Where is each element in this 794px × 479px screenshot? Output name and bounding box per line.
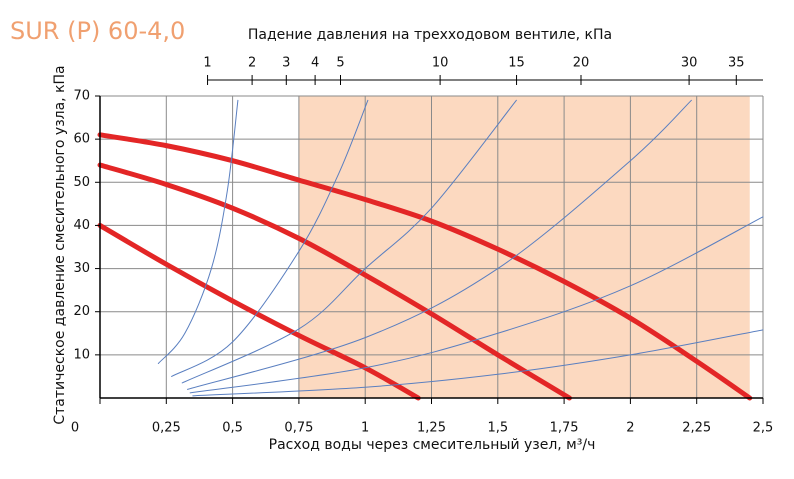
x2-tick-label: 20 <box>573 56 590 71</box>
x-tick-label: 1,25 <box>417 421 446 436</box>
series-line <box>187 99 692 390</box>
x-tick-label: 1,5 <box>487 421 508 436</box>
x-tick-label: 0,25 <box>152 421 181 436</box>
series-line <box>97 162 572 401</box>
y-tick-label: 60 <box>73 132 90 147</box>
x-tick-label: 0 <box>71 421 79 436</box>
y-tick-label: 70 <box>73 89 90 104</box>
y-tick-label: 30 <box>73 261 90 276</box>
x2-tick-label: 5 <box>336 56 344 71</box>
x-tick-label: 1 <box>361 421 369 436</box>
x-tick-label: 2,25 <box>682 421 711 436</box>
x2-tick-label: 30 <box>681 56 698 71</box>
y-tick-label: 40 <box>73 218 90 233</box>
series-line <box>181 99 517 384</box>
x2-tick-label: 2 <box>248 56 256 71</box>
y-tick-label: 50 <box>73 175 90 190</box>
x-tick-label: 1,75 <box>550 421 579 436</box>
x2-tick-label: 3 <box>282 56 290 71</box>
x2-tick-label: 4 <box>311 56 319 71</box>
x-tick-label: 0,5 <box>222 421 243 436</box>
x2-tick-label: 10 <box>432 56 449 71</box>
lines-layer <box>97 99 764 401</box>
x-tick-label: 0,75 <box>284 421 313 436</box>
x2-tick-label: 1 <box>203 56 211 71</box>
series-line <box>157 99 239 364</box>
chart-title: SUR (P) 60-4,0 <box>10 17 185 45</box>
y-tick-label: 20 <box>73 304 90 319</box>
y-axis-label: Статическое давление смесительного узла,… <box>52 65 68 424</box>
y-tick-label: 10 <box>73 347 90 362</box>
x2-tick-label: 35 <box>728 56 745 71</box>
x-tick-label: 2 <box>626 421 634 436</box>
x-tick-label: 2,5 <box>753 421 774 436</box>
axes-layer: 10 20 30 40 50 60 70 0 0,25 0,5 0,75 1 1,25 1,5 1,75 2 2… <box>71 56 773 436</box>
series-line <box>192 329 764 397</box>
series-line <box>97 132 753 401</box>
x2-axis-label: Падение давления на трехходовом вентиле,… <box>248 27 612 43</box>
series-line <box>189 216 764 394</box>
x2-tick-label: 15 <box>508 56 525 71</box>
x-axis-label: Расход воды через смесительный узел, м³/… <box>269 437 596 453</box>
series-line <box>171 99 369 377</box>
